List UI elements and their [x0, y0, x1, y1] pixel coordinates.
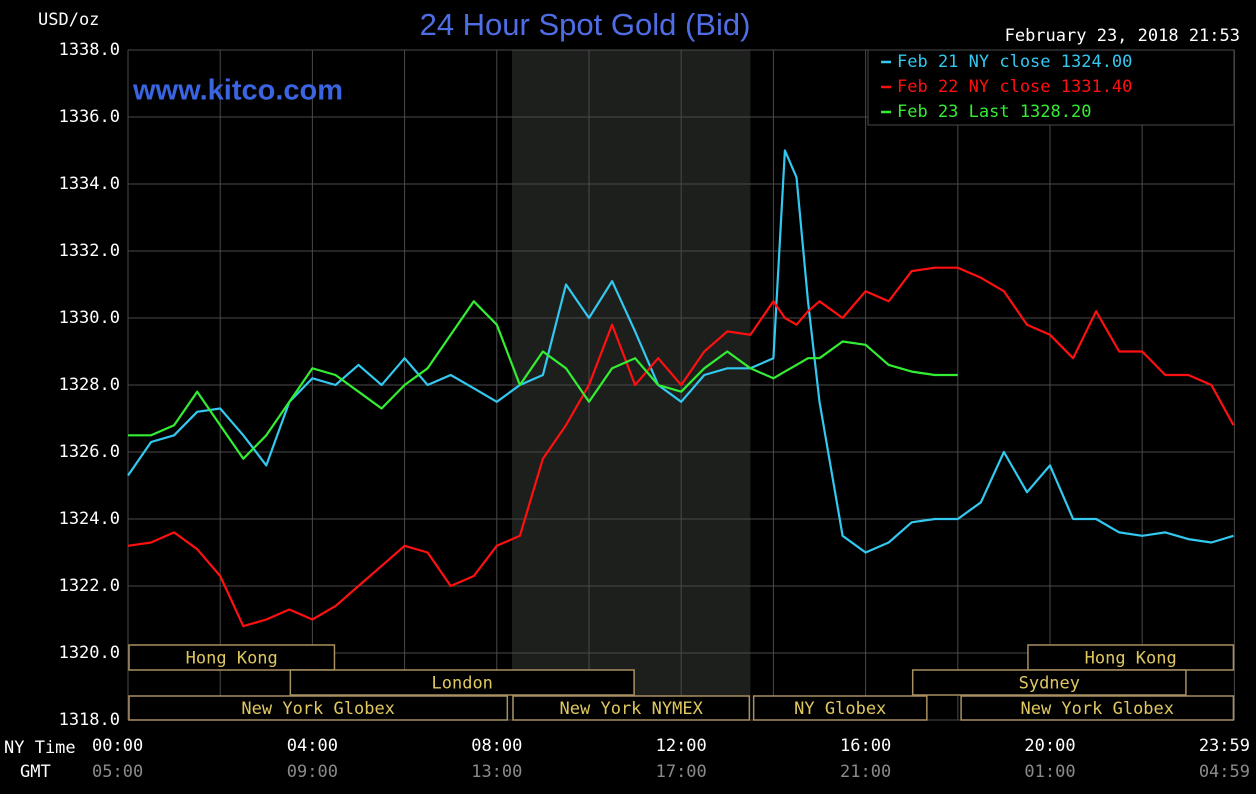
- x2-tick-label: 05:00: [92, 762, 143, 782]
- x-tick-label: 20:00: [1024, 736, 1075, 756]
- x2-tick-label: 21:00: [840, 762, 891, 782]
- x-axis-label: NY Time: [4, 738, 76, 758]
- legend-box: [867, 49, 1235, 126]
- session-label: Sydney: [1019, 674, 1080, 694]
- session-box: [960, 695, 1235, 721]
- sessions: Hong Kong Hong Kong London Sydney New York G…: [128, 644, 1235, 721]
- x2-tick-label: 09:00: [287, 762, 338, 782]
- y-tick-label: 1320.0: [59, 643, 120, 663]
- x-tick-label: 08:00: [471, 736, 522, 756]
- series-lines: [127, 149, 1235, 628]
- y-tick-label: 1318.0: [59, 710, 120, 730]
- series-line: [128, 300, 958, 460]
- legend-label: Feb 23 Last 1328.20: [897, 102, 1091, 122]
- session-box: [1027, 644, 1235, 671]
- session-label: NY Globex: [794, 699, 886, 719]
- session-box: [128, 695, 509, 721]
- chart-title: 24 Hour Spot Gold (Bid): [420, 7, 751, 42]
- y-tick-label: 1328.0: [59, 375, 120, 395]
- session-box: [752, 695, 928, 721]
- y-tick-label: 1334.0: [59, 174, 120, 194]
- legend-label: Feb 22 NY close 1331.40: [897, 77, 1132, 97]
- y-tick-label: 1332.0: [59, 241, 120, 261]
- x-tick-label: 16:00: [840, 736, 891, 756]
- x-tick-label: 04:00: [287, 736, 338, 756]
- labels: 24 Hour Spot Gold (Bid) www.kitco.com US…: [4, 7, 1240, 782]
- session-box: [128, 644, 336, 671]
- session-label: London: [432, 674, 493, 694]
- x-tick-label: 12:00: [656, 736, 707, 756]
- y-tick-label: 1326.0: [59, 442, 120, 462]
- x-tick-label: 00:00: [92, 736, 143, 756]
- y-tick-label: 1324.0: [59, 509, 120, 529]
- x2-axis-label: GMT: [20, 762, 51, 782]
- x2-tick-label: 13:00: [471, 762, 522, 782]
- session-box: [289, 669, 635, 696]
- session-box: [512, 695, 751, 721]
- session-label: New York Globex: [1020, 699, 1174, 719]
- x2-tick-label: 04:59: [1199, 762, 1250, 782]
- x2-tick-label: 17:00: [656, 762, 707, 782]
- session-label: New York NYMEX: [560, 699, 704, 719]
- x2-tick-label: 01:00: [1024, 762, 1075, 782]
- subtitle: February 23, 2018 21:53: [1005, 26, 1240, 46]
- session-label: Hong Kong: [1085, 649, 1177, 669]
- y-tick-label: 1338.0: [59, 40, 120, 60]
- y-axis-label: USD/oz: [38, 10, 99, 30]
- y-tick-label: 1330.0: [59, 308, 120, 328]
- legend-label: Feb 21 NY close 1324.00: [897, 52, 1132, 72]
- legend: Feb 21 NY close 1324.00 Feb 22 NY close 1…: [867, 49, 1235, 126]
- series-line: [127, 149, 1234, 554]
- y-tick-label: 1336.0: [59, 107, 120, 127]
- session-label: New York Globex: [241, 699, 395, 719]
- x-tick-label: 23:59: [1199, 736, 1250, 756]
- series-line: [127, 266, 1235, 628]
- session-box: [911, 669, 1187, 696]
- y-tick-label: 1322.0: [59, 576, 120, 596]
- watermark: www.kitco.com: [132, 75, 343, 107]
- session-label: Hong Kong: [186, 649, 278, 669]
